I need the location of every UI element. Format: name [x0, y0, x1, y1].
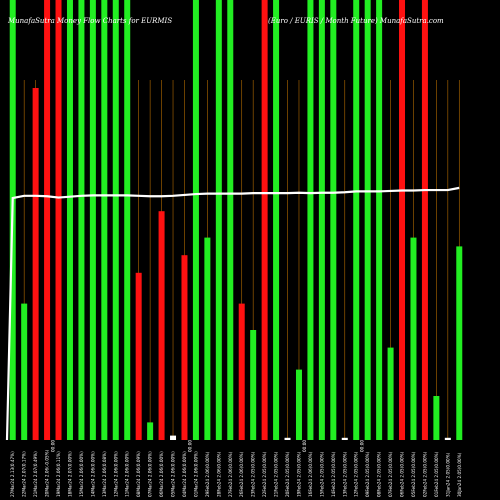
bar [101, 0, 108, 440]
month-separator-label: 00:00 [359, 440, 364, 452]
x-tick-label: 06Mar24 2.06(0.00%) [159, 451, 164, 497]
bar [44, 0, 51, 440]
x-tick-label: 09Feb24 2.05(0.00%) [365, 451, 370, 497]
bar [421, 0, 428, 440]
bar [295, 369, 302, 440]
x-tick-label: 27Feb24 2.06(0.00%) [228, 451, 233, 497]
x-tick-label: 21Feb24 2.05(0.00%) [274, 451, 279, 497]
x-tick-label: 27Mar24 2.13(0.47%) [10, 451, 15, 497]
x-tick-label: 20Feb24 2.05(0.00%) [285, 451, 290, 497]
bar [192, 0, 199, 440]
bar [387, 347, 394, 440]
bar [227, 0, 234, 440]
bar [273, 0, 280, 440]
x-tick-label: 28Feb24 2.06(0.00%) [216, 451, 221, 497]
x-tick-label: 19Mar24 2.06(0.11%) [56, 451, 61, 497]
x-tick-label: 22Feb24 2.05(0.00%) [262, 451, 267, 497]
trend-line-group [5, 186, 460, 441]
bar [433, 396, 440, 440]
x-tick-label: 29Feb24 2.06(0.00%) [205, 451, 210, 497]
x-tick-label: 12Feb24 2.05(0.00%) [354, 451, 359, 497]
chart-title-right: (Euro / EURIS / Month Future) MunafaSutr… [268, 17, 444, 25]
x-tick-label: 01Feb24 2.05(0.00%) [434, 451, 439, 497]
x-tick-label: 19Feb24 2.05(0.00%) [296, 451, 301, 497]
bar [124, 0, 131, 440]
x-tick-label: 06Feb24 2.05(0.00%) [400, 451, 405, 497]
x-tick-label: 07Feb24 2.05(0.00%) [388, 451, 393, 497]
bar [55, 0, 62, 440]
bar [215, 0, 222, 440]
bar [284, 437, 291, 440]
x-tick-label: 21Mar24 2.07(0.49%) [33, 451, 38, 497]
bar [399, 0, 406, 440]
chart-title-left: MunafaSutra Money Flow Charts for EURMIS [7, 17, 172, 25]
x-tick-label: 02Feb24 2.05(0.00%) [422, 451, 427, 497]
x-tick-label: 08Feb24 2.05(0.00%) [377, 451, 382, 497]
bar [158, 211, 165, 440]
x-tick-label: 04Mar24 2.06(0.00%) [182, 451, 187, 497]
bar [21, 303, 28, 440]
x-tick-label: 30Jan24 2.05(0.00%) [457, 452, 462, 497]
x-tick-label: 14Mar24 2.06(0.00%) [90, 451, 95, 497]
x-tick-label: 20Mar24 2.06(-0.05%) [45, 449, 50, 497]
month-separator-label: 00:00 [188, 440, 193, 452]
bar [261, 0, 268, 440]
bar [66, 0, 73, 440]
bar [341, 437, 348, 440]
x-tick-label: 08Mar24 2.06(0.09%) [136, 451, 141, 497]
x-tick-label: 18Mar24 2.07(0.00%) [67, 451, 72, 497]
x-tick-label: 15Mar24 2.06(0.00%) [79, 451, 84, 497]
bar [181, 255, 188, 440]
month-separator-label: 00:00 [50, 440, 55, 452]
bar [364, 0, 371, 440]
x-tick-label: 22Mar24 2.07(0.17%) [22, 451, 27, 497]
bar [330, 0, 337, 440]
bar [318, 0, 325, 440]
x-tick-label: 05Feb24 2.05(0.00%) [411, 451, 416, 497]
x-tick-label: 15Feb24 2.05(0.00%) [319, 451, 324, 497]
x-tick-label: 05Mar24 2.06(0.00%) [171, 451, 176, 497]
bar [204, 237, 211, 440]
bar [444, 437, 451, 440]
bar [112, 0, 119, 440]
x-tick-label: 16Feb24 2.06(0.00%) [308, 451, 313, 497]
bar [376, 0, 383, 440]
bar [135, 272, 142, 440]
x-tick-label: 07Mar24 2.06(0.00%) [148, 451, 153, 497]
x-tick-label: 26Feb24 2.06(0.00%) [239, 451, 244, 497]
bar [410, 237, 417, 440]
x-tick-label: 11Mar24 2.06(0.00%) [125, 451, 130, 497]
bar [307, 0, 314, 440]
trend-line [5, 186, 460, 441]
bar [89, 0, 96, 440]
bar [32, 88, 39, 440]
month-separator-label: 00:00 [302, 440, 307, 452]
x-tick-label: 31Jan24 2.05(0.00%) [445, 452, 450, 497]
x-tick-label: 01Mar24 2.06(0.00%) [193, 451, 198, 497]
bar [170, 435, 177, 440]
bar [78, 0, 85, 440]
bars-group [9, 0, 463, 440]
x-tick-label: 14Feb24 2.05(0.00%) [331, 451, 336, 497]
bar [147, 422, 154, 440]
bar [250, 330, 257, 440]
bar [353, 0, 360, 440]
x-axis-labels: 27Mar24 2.13(0.47%) 22Mar24 2.07(0.17%) 21… [10, 440, 462, 497]
x-tick-label: 13Mar24 2.06(0.08%) [102, 451, 107, 497]
x-tick-label: 23Feb24 2.05(0.00%) [251, 451, 256, 497]
bar [456, 246, 463, 440]
bar [238, 303, 245, 440]
x-tick-label: 13Feb24 2.05(0.00%) [342, 451, 347, 497]
x-tick-label: 12Mar24 2.06(0.00%) [113, 451, 118, 497]
